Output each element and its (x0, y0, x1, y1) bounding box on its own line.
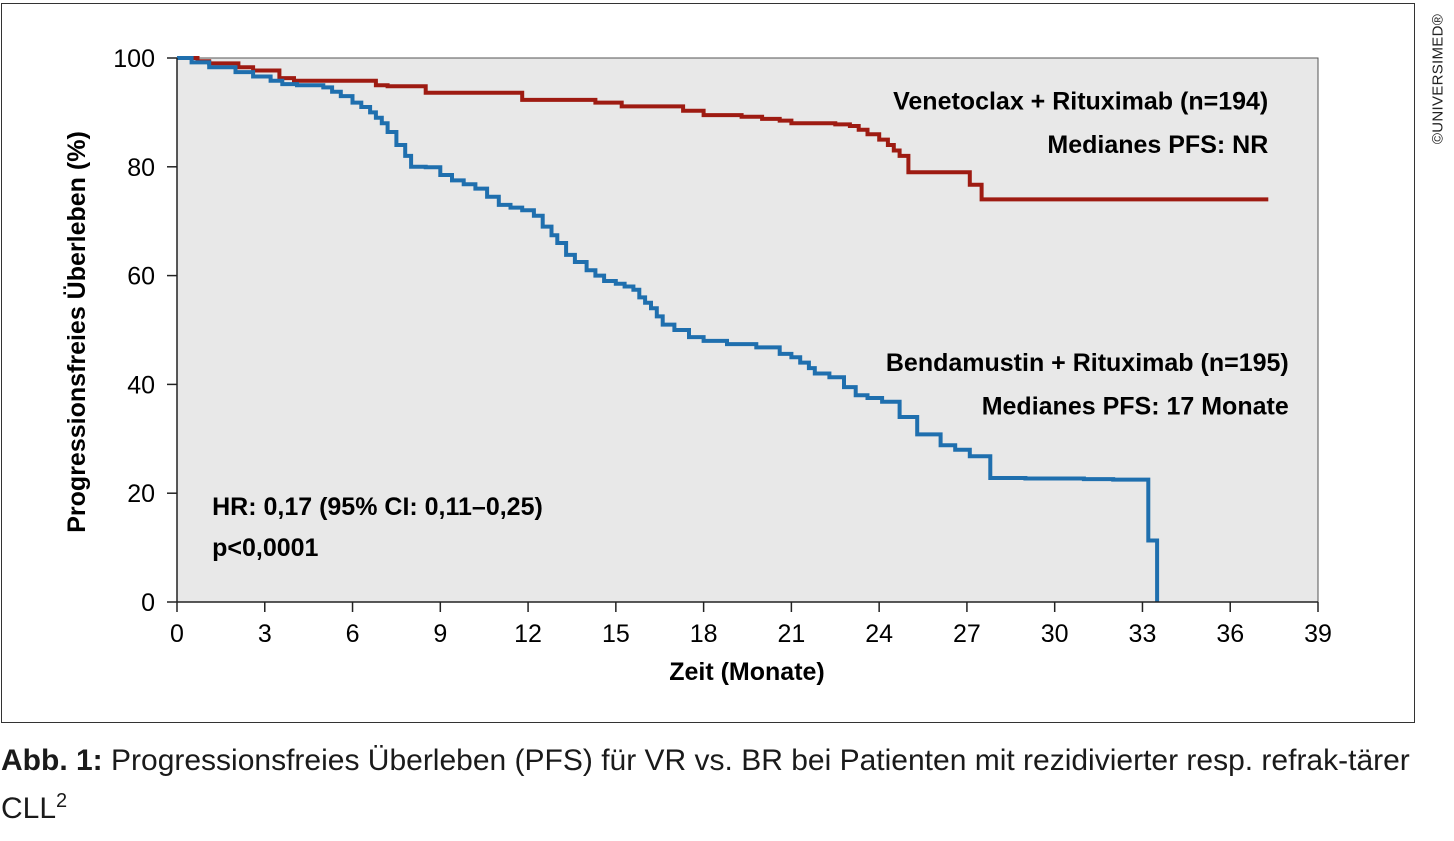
chart-annotation: Venetoclax + Rituximab (n=194) (893, 88, 1268, 116)
chart-annotation: Medianes PFS: NR (1047, 131, 1268, 159)
copyright-text: ©UNIVERSIMED® (1429, 13, 1447, 145)
y-tick-label: 40 (127, 371, 155, 399)
caption-reference: 2 (56, 790, 68, 812)
x-tick-label: 15 (602, 620, 630, 648)
x-tick-label: 6 (346, 620, 360, 648)
y-tick-label: 20 (127, 480, 155, 508)
series-line-2 (177, 56, 1160, 602)
copyright-notice: ©UNIVERSIMED® (1423, 4, 1453, 154)
chart-annotation: HR: 0,17 (95% CI: 0,11–0,25) (212, 493, 543, 521)
figure-caption: Abb. 1: Progressionsfreies Überleben (PF… (1, 741, 1441, 829)
x-axis-title: Zeit (Monate) (669, 658, 825, 686)
chart-annotation: Medianes PFS: 17 Monate (982, 392, 1289, 420)
x-tick-label: 18 (690, 620, 718, 648)
x-tick-label: 12 (514, 620, 542, 648)
x-tick-label: 39 (1304, 620, 1332, 648)
x-tick-label: 36 (1216, 620, 1244, 648)
y-tick-label: 80 (127, 154, 155, 182)
x-tick-label: 0 (170, 620, 184, 648)
x-tick-label: 9 (433, 620, 447, 648)
x-tick-label: 3 (258, 620, 272, 648)
x-tick-label: 27 (953, 620, 981, 648)
y-tick-label: 60 (127, 263, 155, 291)
y-tick-label: 100 (113, 45, 155, 73)
caption-label: Abb. 1: (1, 744, 103, 777)
caption-text: Progressionsfreies Überleben (PFS) für V… (1, 744, 1410, 825)
x-tick-label: 21 (777, 620, 805, 648)
x-tick-label: 30 (1041, 620, 1069, 648)
x-tick-label: 33 (1129, 620, 1157, 648)
x-tick-label: 24 (865, 620, 893, 648)
chart-annotation: Bendamustin + Rituximab (n=195) (886, 349, 1289, 377)
plot-area (176, 57, 1319, 603)
series-line-1 (177, 56, 1269, 202)
y-axis-title: Progressionsfreies Überleben (%) (62, 131, 91, 533)
chart-annotation: p<0,0001 (212, 534, 318, 562)
figure-frame: 0 3 6 9 12 15 18 21 24 27 30 33 36 39 0 20 40 60 80 100 Ven… (1, 3, 1415, 723)
y-tick-label: 0 (141, 589, 155, 617)
